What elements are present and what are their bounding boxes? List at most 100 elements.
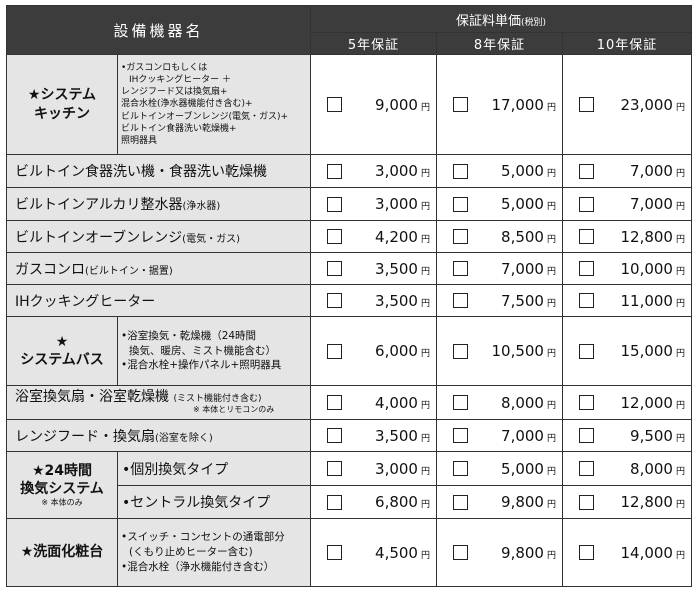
price-amount: 12,000	[620, 393, 673, 412]
price-cell-5yr: 3,000 円	[310, 187, 437, 221]
plan-5-year: 5年保証	[310, 32, 437, 55]
checkbox[interactable]	[453, 196, 468, 212]
table-row-gas-stove: ガスコンロ(ビルトイン・据置) 3,500 円 7,000 円 10,000 円	[6, 252, 692, 285]
warranty-price-table: 設備機器名 保証料単価(税別) 5年保証 8年保証 10年保証 ★システム キッチ…	[6, 5, 692, 587]
price-amount: 11,000	[620, 291, 673, 310]
price-cell-10yr: 10,000 円	[562, 252, 692, 285]
checkbox[interactable]	[453, 461, 468, 476]
price-cell-8yr: 5,000 円	[436, 451, 563, 486]
checkbox[interactable]	[579, 261, 594, 276]
price-amount: 7,000	[501, 259, 544, 278]
checkbox[interactable]	[579, 428, 594, 443]
price-amount: 7,500	[501, 291, 544, 310]
price-amount: 9,000	[375, 95, 418, 114]
price-cell-5yr: 9,000 円	[310, 54, 437, 155]
checkbox[interactable]	[327, 261, 342, 276]
price-cell-5yr: 6,000 円	[310, 316, 437, 386]
price-cell-10yr: 7,000 円	[562, 187, 692, 221]
price-amount: 7,000	[630, 195, 673, 213]
price-amount: 8,500	[501, 227, 544, 246]
price-amount: 17,000	[491, 95, 544, 114]
row-title: レンジフード・換気扇(浴室を除く)	[6, 419, 311, 452]
price-amount: 3,000	[375, 162, 418, 180]
price-cell-10yr: 15,000 円	[562, 316, 692, 386]
checkbox[interactable]	[453, 293, 468, 308]
checkbox[interactable]	[579, 343, 594, 359]
price-cell-8yr: 8,500 円	[436, 220, 563, 253]
price-amount: 3,000	[375, 195, 418, 213]
checkbox[interactable]	[327, 461, 342, 476]
price-amount: 10,500	[491, 342, 544, 360]
price-amount: 9,500	[630, 426, 673, 445]
checkbox[interactable]	[579, 494, 594, 510]
tax-note: (税別)	[520, 17, 547, 28]
checkbox[interactable]	[327, 293, 342, 308]
row-title: ガスコンロ(ビルトイン・据置)	[6, 252, 311, 285]
checkbox[interactable]	[453, 97, 468, 112]
row-title: ★ システムバス	[6, 316, 118, 386]
checkbox[interactable]	[453, 343, 468, 359]
checkbox[interactable]	[579, 196, 594, 212]
price-amount: 6,000	[375, 342, 418, 360]
checkbox[interactable]	[327, 428, 342, 443]
price-cell-8yr: 5,000 円	[436, 154, 563, 188]
price-cell-10yr: 23,000 円	[562, 54, 692, 155]
price-amount: 5,000	[501, 195, 544, 213]
checkbox[interactable]	[453, 428, 468, 443]
price-amount: 10,000	[620, 259, 673, 278]
table-row-bathroom-fan: 浴室換気扇・浴室乾燥機 (ミスト機能付き含む) ※ 本体とリモコンのみ 4,000…	[6, 385, 692, 420]
checkbox[interactable]	[327, 395, 342, 410]
checkbox[interactable]	[453, 261, 468, 276]
price-cell-5yr: 3,500 円	[310, 284, 437, 317]
checkbox[interactable]	[453, 545, 468, 560]
table-row-system-bath: ★ システムバス •浴室換気・乾燥機（24時間 換気、暖房、ミスト機能含む） •混…	[6, 316, 692, 386]
checkbox[interactable]	[327, 494, 342, 510]
checkbox[interactable]	[579, 229, 594, 244]
table-row-ih-heater: IHクッキングヒーター 3,500 円 7,500 円 11,000 円	[6, 284, 692, 317]
price-amount: 4,200	[375, 227, 418, 246]
checkbox[interactable]	[579, 395, 594, 410]
price-cell-5yr: 3,500 円	[310, 252, 437, 285]
price-amount: 7,000	[630, 162, 673, 180]
price-cell-8yr: 7,500 円	[436, 284, 563, 317]
checkbox[interactable]	[327, 545, 342, 560]
checkbox[interactable]	[327, 343, 342, 359]
price-amount: 4,500	[375, 543, 418, 562]
table-row-oven-range: ビルトインオーブンレンジ(電気・ガス) 4,200 円 8,500 円 12,800…	[6, 220, 692, 253]
price-cell-5yr: 4,000 円	[310, 385, 437, 420]
row-title: IHクッキングヒーター	[6, 284, 311, 317]
checkbox[interactable]	[327, 97, 342, 112]
price-cell-8yr: 9,800 円	[436, 518, 563, 587]
price-cell-8yr: 5,000 円	[436, 187, 563, 221]
table-row-range-hood: レンジフード・換気扇(浴室を除く) 3,500 円 7,000 円 9,500 円	[6, 419, 692, 452]
price-amount: 14,000	[620, 543, 673, 562]
price-cell-5yr: 4,500 円	[310, 518, 437, 587]
checkbox[interactable]	[327, 163, 342, 179]
row-details: •浴室換気・乾燥機（24時間 換気、暖房、ミスト機能含む） •混合水栓+操作パネ…	[117, 316, 311, 386]
warranty-price-label: 保証料単価	[455, 13, 521, 29]
checkbox[interactable]	[453, 494, 468, 510]
checkbox[interactable]	[453, 163, 468, 179]
checkbox[interactable]	[579, 461, 594, 476]
checkbox[interactable]	[453, 229, 468, 244]
checkbox[interactable]	[579, 163, 594, 179]
price-cell-10yr: 11,000 円	[562, 284, 692, 317]
price-amount: 23,000	[620, 95, 673, 114]
checkbox[interactable]	[579, 97, 594, 112]
price-cell-10yr: 8,000 円	[562, 451, 692, 486]
price-cell-5yr: 3,000 円	[310, 451, 437, 486]
row-title: ビルトインオーブンレンジ(電気・ガス)	[6, 220, 311, 253]
table-row-vanity: ★洗面化粧台 •スイッチ・コンセントの通電部分 (くもり止めヒーター含む) •混…	[6, 518, 692, 587]
price-amount: 4,000	[375, 393, 418, 412]
price-cell-10yr: 12,800 円	[562, 485, 692, 519]
price-amount: 5,000	[501, 459, 544, 478]
checkbox[interactable]	[579, 293, 594, 308]
checkbox[interactable]	[453, 395, 468, 410]
row-title: ★洗面化粧台	[6, 518, 118, 587]
checkbox[interactable]	[579, 545, 594, 560]
checkbox[interactable]	[327, 229, 342, 244]
table-row-ventilation-individual: ★24時間 換気システム ※ 本体のみ •個別換気タイプ 3,000 円 5,000 円…	[6, 451, 692, 519]
checkbox[interactable]	[327, 196, 342, 212]
row-details: •スイッチ・コンセントの通電部分 (くもり止めヒーター含む) •混合水栓（浄水機…	[117, 518, 311, 587]
row-note: ※ 本体のみ	[41, 497, 83, 507]
